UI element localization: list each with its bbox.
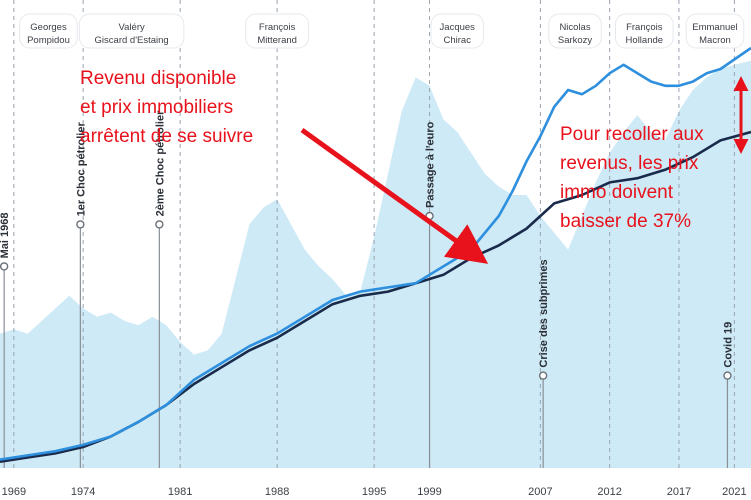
x-tick-1988: 1988 bbox=[265, 486, 289, 498]
event-label-3: Passage à l'euro bbox=[425, 121, 437, 208]
president-name-1-1: Giscard d'Estaing bbox=[95, 35, 169, 46]
x-tick-1974: 1974 bbox=[71, 486, 95, 498]
x-tick-1995: 1995 bbox=[362, 486, 386, 498]
president-name-2-1: Mitterand bbox=[257, 35, 297, 46]
annotation-left-line-1: Revenu disponible bbox=[80, 68, 236, 89]
annotations-layer: Revenu disponible et prix immobiliers ar… bbox=[80, 68, 749, 264]
x-ticks-layer: 1969 1974 1981 1988 1995 1999 2007 2012 2017 2021 bbox=[2, 486, 747, 498]
president-name-4-0: Nicolas bbox=[559, 22, 590, 33]
president-pill-1: Valéry Giscard d'Estaing bbox=[78, 13, 185, 49]
event-label-4: Crise des subprimes bbox=[538, 259, 550, 367]
x-tick-1999: 1999 bbox=[417, 486, 441, 498]
event-label-1: 1er Choc pétrolier bbox=[75, 122, 87, 217]
president-pill-bg-5 bbox=[615, 13, 674, 49]
president-pill-bg-4 bbox=[548, 13, 602, 49]
annotation-right-line-1: Pour recoller aux bbox=[560, 124, 704, 145]
event-marker-4 bbox=[538, 371, 548, 380]
event-marker-5 bbox=[723, 371, 732, 380]
president-pill-0: Georges Pompidou bbox=[19, 13, 78, 49]
x-tick-2017: 2017 bbox=[667, 486, 691, 498]
president-pill-bg-1 bbox=[78, 13, 185, 49]
event-marker-2 bbox=[155, 220, 164, 229]
x-tick-1969: 1969 bbox=[2, 486, 26, 498]
president-name-6-0: Emmanuel bbox=[692, 22, 737, 33]
annotation-left-line-3: arrêtent de se suivre bbox=[80, 126, 253, 147]
president-name-6-1: Macron bbox=[699, 35, 731, 46]
area-layer bbox=[0, 60, 751, 468]
event-label-0: Mai 1968 bbox=[0, 213, 11, 259]
area-series-0 bbox=[0, 60, 751, 468]
x-tick-2007: 2007 bbox=[528, 486, 552, 498]
annotation-right-line-2: revenus, les prix bbox=[560, 153, 699, 174]
annotation-arrow bbox=[300, 127, 489, 264]
president-pill-bg-0 bbox=[19, 13, 78, 49]
event-label-2: 2ème Choc pétrolier bbox=[154, 110, 166, 216]
x-tick-1981: 1981 bbox=[168, 486, 192, 498]
event-label-5: Covid 19 bbox=[722, 322, 734, 368]
president-pill-2: François Mitterand bbox=[245, 13, 310, 49]
president-pill-bg-3 bbox=[430, 13, 484, 49]
event-marker-0 bbox=[0, 262, 9, 271]
president-pill-6: Emmanuel Macron bbox=[685, 13, 745, 49]
president-name-5-0: François bbox=[626, 22, 663, 33]
president-name-1-0: Valéry bbox=[119, 22, 145, 33]
annotation-right-line-4: baisser de 37% bbox=[560, 211, 691, 232]
event-marker-1 bbox=[76, 220, 85, 229]
presidents-layer: Georges Pompidou Valéry Giscard d'Estaing Fr… bbox=[19, 13, 745, 49]
president-pill-3: Jacques Chirac bbox=[430, 13, 484, 49]
x-tick-2012: 2012 bbox=[597, 486, 621, 498]
president-name-2-0: François bbox=[259, 22, 296, 33]
x-tick-2021: 2021 bbox=[722, 486, 746, 498]
president-name-5-1: Hollande bbox=[626, 35, 664, 46]
annotation-right-line-3: immo doivent bbox=[560, 182, 674, 203]
president-pill-bg-2 bbox=[245, 13, 310, 49]
president-pill-bg-6 bbox=[685, 13, 745, 49]
annotation-left-line-2: et prix immobiliers bbox=[80, 97, 233, 118]
president-name-4-1: Sarkozy bbox=[558, 35, 593, 46]
president-name-3-0: Jacques bbox=[440, 22, 476, 33]
president-pill-5: François Hollande bbox=[615, 13, 674, 49]
president-name-0-0: Georges bbox=[30, 22, 67, 33]
president-name-3-1: Chirac bbox=[444, 35, 472, 46]
president-name-0-1: Pompidou bbox=[27, 35, 70, 46]
president-pill-4: Nicolas Sarkozy bbox=[548, 13, 602, 49]
